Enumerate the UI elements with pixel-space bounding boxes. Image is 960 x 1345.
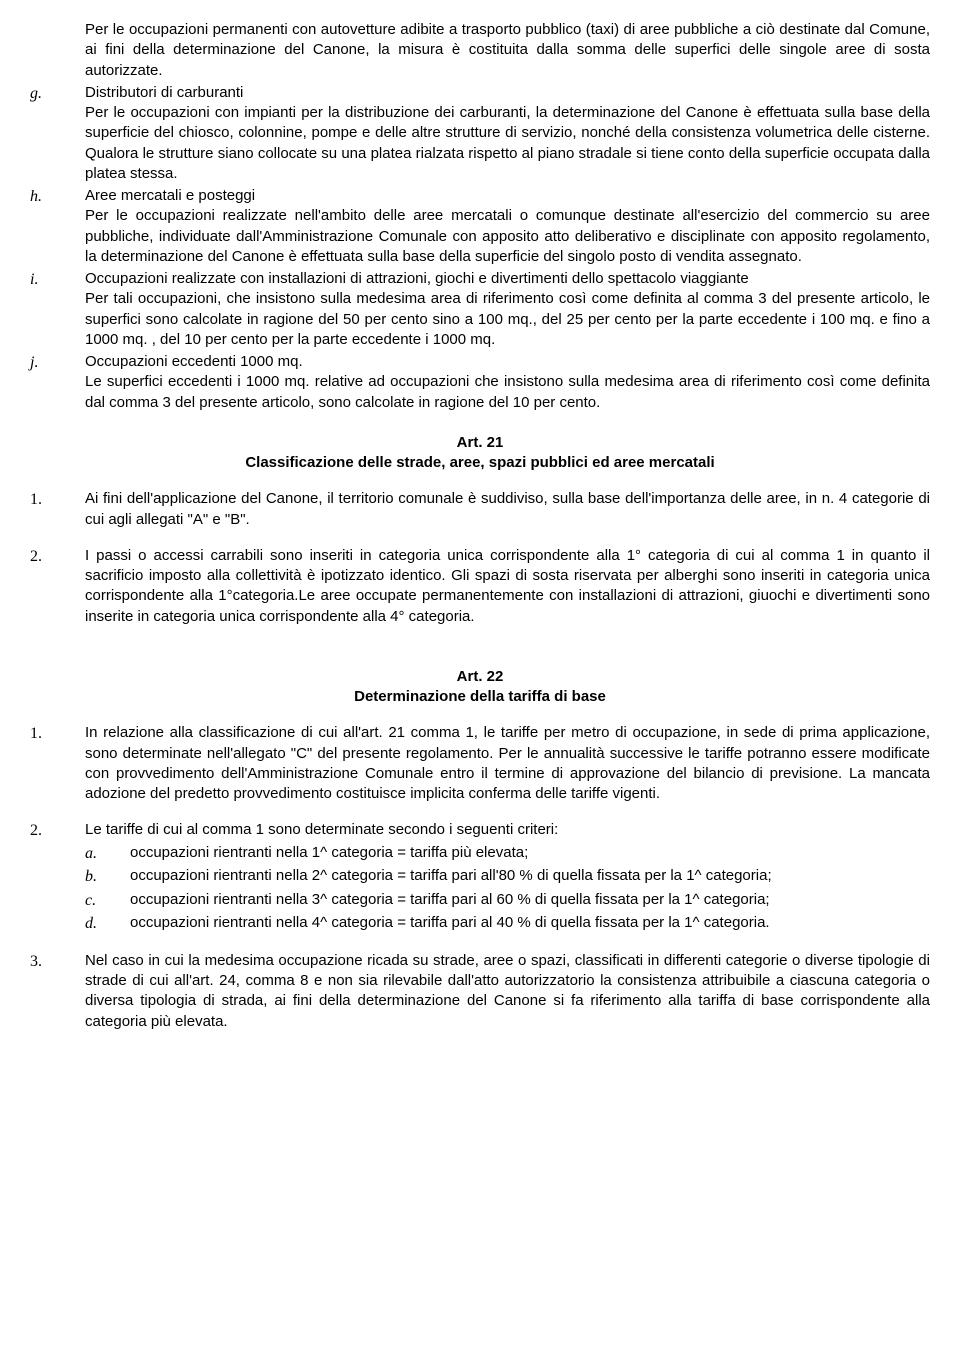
num-content: In relazione alla classificazione di cui… <box>85 723 930 804</box>
item-body: Le superfici eccedenti i 1000 mq. relati… <box>85 372 930 413</box>
item-body: Per tali occupazioni, che insistono sull… <box>85 289 930 350</box>
numbered-item: 3. Nel caso in cui la medesima occupazio… <box>30 951 930 1032</box>
lettered-item: h. Aree mercatali e posteggi Per le occu… <box>30 186 930 267</box>
sub-content: occupazioni rientranti nella 4^ categori… <box>130 913 930 935</box>
lettered-item: Per le occupazioni permanenti con autove… <box>30 20 930 81</box>
sub-marker: d. <box>85 913 130 935</box>
sub-content: occupazioni rientranti nella 1^ categori… <box>130 843 930 865</box>
intro-line: Le tariffe di cui al comma 1 sono determ… <box>85 821 558 838</box>
item-marker: j. <box>30 352 85 413</box>
num-marker: 2. <box>30 820 85 935</box>
lettered-item: i. Occupazioni realizzate con installazi… <box>30 269 930 350</box>
item-title: Distributori di carburanti <box>85 83 930 103</box>
item-marker: h. <box>30 186 85 267</box>
item-title: Occupazioni realizzate con installazioni… <box>85 269 930 289</box>
numbered-item: 1. Ai fini dell'applicazione del Canone,… <box>30 489 930 530</box>
lettered-item: g. Distributori di carburanti Per le occ… <box>30 83 930 184</box>
num-content: Ai fini dell'applicazione del Canone, il… <box>85 489 930 530</box>
lettered-item: j. Occupazioni eccedenti 1000 mq. Le sup… <box>30 352 930 413</box>
item-marker: g. <box>30 83 85 184</box>
sub-lettered-item: b. occupazioni rientranti nella 2^ categ… <box>85 866 930 888</box>
item-body: Per le occupazioni con impianti per la d… <box>85 103 930 184</box>
item-content: Aree mercatali e posteggi Per le occupaz… <box>85 186 930 267</box>
art-title: Determinazione della tariffa di base <box>30 687 930 707</box>
sub-marker: a. <box>85 843 130 865</box>
num-marker: 2. <box>30 546 85 627</box>
numbered-item: 2. Le tariffe di cui al comma 1 sono det… <box>30 820 930 935</box>
item-body: Per le occupazioni realizzate nell'ambit… <box>85 206 930 267</box>
num-marker: 1. <box>30 489 85 530</box>
art-num: Art. 21 <box>30 433 930 453</box>
item-title: Occupazioni eccedenti 1000 mq. <box>85 352 930 372</box>
sub-lettered-item: c. occupazioni rientranti nella 3^ categ… <box>85 890 930 912</box>
art21-heading: Art. 21 Classificazione delle strade, ar… <box>30 433 930 474</box>
item-title: Aree mercatali e posteggi <box>85 186 930 206</box>
item-marker: i. <box>30 269 85 350</box>
sub-lettered-item: d. occupazioni rientranti nella 4^ categ… <box>85 913 930 935</box>
art-num: Art. 22 <box>30 667 930 687</box>
sub-marker: b. <box>85 866 130 888</box>
sub-lettered-item: a. occupazioni rientranti nella 1^ categ… <box>85 843 930 865</box>
art22-heading: Art. 22 Determinazione della tariffa di … <box>30 667 930 708</box>
numbered-item: 2. I passi o accessi carrabili sono inse… <box>30 546 930 627</box>
item-body: Per le occupazioni permanenti con autove… <box>85 20 930 81</box>
num-marker: 1. <box>30 723 85 804</box>
top-lettered-list: Per le occupazioni permanenti con autove… <box>30 20 930 413</box>
item-content: Per le occupazioni permanenti con autove… <box>85 20 930 81</box>
numbered-item: 1. In relazione alla classificazione di … <box>30 723 930 804</box>
sub-marker: c. <box>85 890 130 912</box>
num-marker: 3. <box>30 951 85 1032</box>
item-content: Occupazioni realizzate con installazioni… <box>85 269 930 350</box>
num-content: I passi o accessi carrabili sono inserit… <box>85 546 930 627</box>
sub-content: occupazioni rientranti nella 2^ categori… <box>130 866 930 888</box>
sub-content: occupazioni rientranti nella 3^ categori… <box>130 890 930 912</box>
item-content: Distributori di carburanti Per le occupa… <box>85 83 930 184</box>
art-title: Classificazione delle strade, aree, spaz… <box>30 453 930 473</box>
num-content: Le tariffe di cui al comma 1 sono determ… <box>85 820 930 935</box>
item-marker <box>30 20 85 81</box>
item-content: Occupazioni eccedenti 1000 mq. Le superf… <box>85 352 930 413</box>
num-content: Nel caso in cui la medesima occupazione … <box>85 951 930 1032</box>
